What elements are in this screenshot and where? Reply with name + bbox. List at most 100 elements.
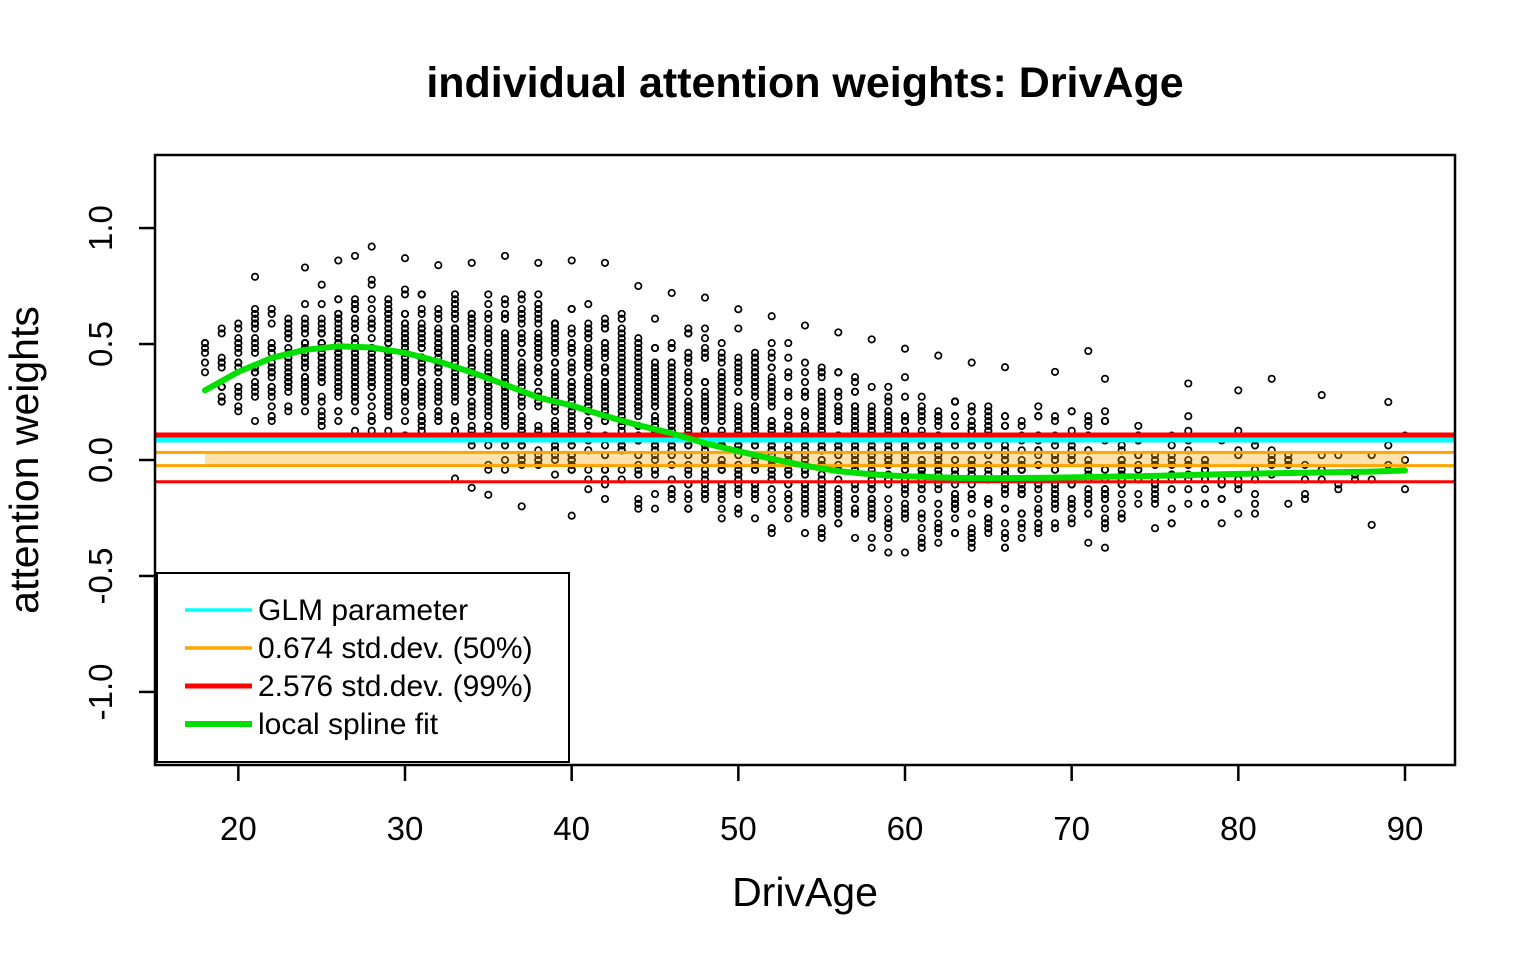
scatter-point <box>500 373 510 382</box>
scatter-point <box>834 490 843 499</box>
scatter-point <box>1034 412 1043 421</box>
scatter-point <box>817 416 826 426</box>
scatter-point <box>234 339 243 348</box>
scatter-point <box>567 256 576 265</box>
scatter-point <box>767 373 776 382</box>
scatter-point <box>634 373 643 382</box>
scatter-point <box>434 329 443 338</box>
scatter-point <box>367 314 376 323</box>
scatter-point <box>900 344 910 353</box>
scatter-point <box>1217 494 1226 504</box>
scatter-point <box>1084 346 1093 356</box>
scatter-point <box>350 358 360 367</box>
scatter-point <box>317 373 326 382</box>
scatter-point <box>517 358 526 367</box>
scatter-point <box>784 490 793 499</box>
scatter-point <box>317 319 326 328</box>
scatter-point <box>434 407 443 416</box>
scatter-point <box>467 382 476 391</box>
scatter-point <box>484 358 493 367</box>
scatter-point <box>750 387 760 396</box>
scatter-point <box>634 334 643 343</box>
scatter-point <box>734 387 743 396</box>
scatter-point <box>450 416 460 426</box>
scatter-point <box>517 329 526 338</box>
scatter-point <box>684 368 693 377</box>
scatter-point <box>734 363 743 372</box>
scatter-point <box>650 363 660 372</box>
scatter-point <box>350 300 360 309</box>
scatter-point <box>834 392 843 401</box>
scatter-point <box>350 382 360 391</box>
scatter-point <box>667 387 676 396</box>
scatter-point <box>667 421 676 430</box>
scatter-point <box>800 504 810 513</box>
scatter-point <box>884 524 893 533</box>
scatter-point <box>784 407 793 416</box>
scatter-point <box>634 470 643 479</box>
scatter-point <box>517 455 526 465</box>
scatter-point <box>267 304 276 314</box>
scatter-point <box>200 343 210 353</box>
scatter-point <box>1167 441 1176 450</box>
scatter-point <box>234 358 243 367</box>
scatter-point <box>867 335 876 344</box>
scatter-point <box>417 392 426 401</box>
scatter-point <box>384 358 393 367</box>
scatter-point <box>700 334 710 343</box>
scatter-point <box>384 314 393 323</box>
scatter-point <box>700 378 710 387</box>
scatter-point <box>734 421 743 430</box>
scatter-point <box>434 387 443 396</box>
scatter-point <box>1100 490 1110 499</box>
scatter-point <box>800 494 810 504</box>
scatter-point <box>584 358 593 367</box>
scatter-point <box>684 348 693 357</box>
scatter-point <box>1184 485 1193 494</box>
scatter-point <box>700 407 710 416</box>
scatter-point <box>484 300 493 309</box>
scatter-point <box>734 416 743 426</box>
scatter-point <box>1084 499 1093 508</box>
scatter-point <box>484 402 493 411</box>
scatter-point <box>484 309 493 318</box>
scatter-point <box>700 402 710 411</box>
scatter-point <box>650 504 660 513</box>
scatter-point <box>350 363 360 372</box>
scatter-point <box>950 494 960 504</box>
scatter-point <box>884 494 893 504</box>
scatter-point <box>467 378 476 387</box>
scatter-point <box>517 304 526 314</box>
scatter-point <box>817 387 826 396</box>
scatter-point <box>700 387 710 396</box>
scatter-point <box>834 412 843 421</box>
scatter-point <box>700 455 710 465</box>
scatter-point <box>717 378 726 387</box>
scatter-point <box>384 309 393 318</box>
scatter-point <box>550 348 560 357</box>
scatter-point <box>767 353 776 362</box>
scatter-point <box>500 392 510 401</box>
scatter-point <box>517 416 526 426</box>
scatter-point <box>1150 524 1160 533</box>
scatter-point <box>434 412 443 421</box>
scatter-point <box>750 421 760 430</box>
axes: 20 30 40 50 60 70 80 90 1.0 0.5 0.0 -0.5 -1.0 <box>82 153 1457 847</box>
scatter-point <box>1300 494 1310 504</box>
scatter-point <box>884 397 893 406</box>
scatter-point <box>284 402 293 411</box>
scatter-point <box>884 455 893 465</box>
scatter-point <box>834 368 843 377</box>
scatter-point <box>950 412 960 421</box>
scatter-point <box>800 529 810 538</box>
scatter-point <box>584 387 593 396</box>
scatter-point <box>784 504 793 513</box>
scatter-point <box>600 343 610 353</box>
scatter-point <box>950 397 960 406</box>
scatter-point <box>217 363 226 372</box>
scatter-point <box>484 334 493 343</box>
scatter-point <box>650 392 660 401</box>
scatter-point <box>717 416 726 426</box>
scatter-point <box>384 368 393 377</box>
scatter-point <box>817 509 826 518</box>
